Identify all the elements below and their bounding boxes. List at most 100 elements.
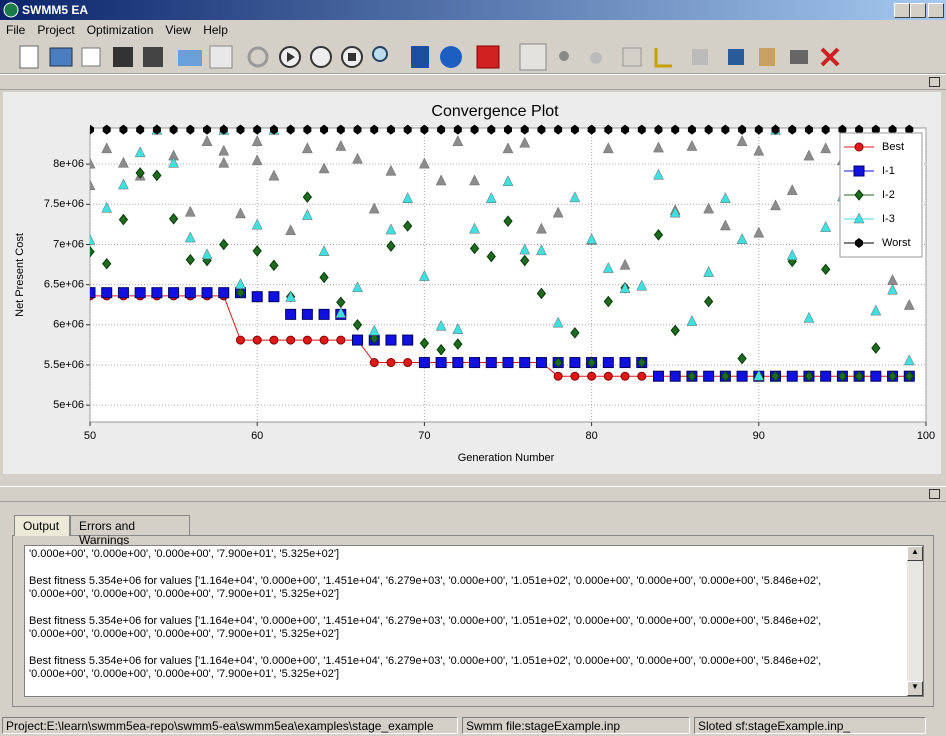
marker [269, 124, 278, 135]
x-axis-label: Generation Number [458, 452, 555, 464]
marker [753, 226, 765, 238]
marker [285, 224, 297, 236]
marker [418, 157, 430, 169]
marker [569, 191, 581, 203]
marker [435, 319, 447, 331]
new-icon[interactable] [19, 45, 39, 69]
tab[interactable]: Errors and Warnings [70, 515, 190, 547]
marker [855, 124, 864, 135]
copy-icon[interactable] [759, 48, 775, 66]
marker [770, 199, 781, 211]
marker [654, 124, 663, 135]
status-sloted-file: Sloted sf:stageExample.inp_ [694, 717, 926, 734]
marker [603, 371, 613, 381]
help-icon[interactable] [411, 46, 429, 68]
open-icon[interactable] [49, 47, 73, 67]
marker [520, 124, 529, 135]
output-text[interactable]: '0.000e+00', '0.000e+00', '0.000e+00', '… [24, 545, 924, 697]
output-line: Best fitness 5.354e+06 for values ['1.16… [29, 655, 822, 667]
marker [218, 287, 230, 299]
marker [251, 218, 263, 230]
print-icon[interactable] [178, 50, 202, 66]
marker [452, 323, 464, 334]
exit-icon[interactable] [476, 45, 500, 69]
marker [821, 263, 831, 276]
marker [320, 124, 329, 135]
legend-label: I-3 [882, 213, 895, 225]
marker [385, 223, 397, 235]
float-button[interactable] [929, 489, 940, 499]
fit-icon[interactable] [692, 49, 708, 65]
float-button[interactable] [929, 77, 940, 87]
run-glyph [287, 52, 295, 62]
marker [201, 248, 213, 260]
clear-icon[interactable] [820, 47, 840, 67]
marker [285, 290, 297, 302]
marker [620, 371, 630, 381]
marker [418, 270, 430, 281]
marker [737, 352, 747, 365]
marker [418, 357, 430, 369]
marker [402, 334, 414, 346]
legend-marker [854, 142, 864, 152]
save-plot-icon[interactable] [728, 49, 744, 65]
menu-item[interactable]: File [6, 23, 26, 37]
toolbar [0, 40, 946, 74]
minimize-button[interactable] [894, 3, 910, 18]
menu-item[interactable]: View [165, 23, 192, 37]
preview-icon[interactable] [209, 45, 233, 69]
maximize-button[interactable] [910, 3, 926, 18]
pan-icon[interactable] [559, 51, 569, 61]
pause-icon[interactable] [310, 46, 332, 68]
close-button[interactable] [928, 3, 944, 18]
marker [469, 242, 480, 255]
save-icon[interactable] [113, 47, 133, 67]
marker [117, 287, 129, 299]
marker [319, 271, 329, 284]
marker [553, 356, 563, 369]
marker [134, 146, 146, 158]
settings-icon[interactable] [247, 46, 269, 68]
marker [318, 245, 330, 256]
marker [570, 124, 579, 135]
marker [419, 337, 430, 350]
marker [753, 144, 765, 156]
marker [268, 291, 280, 303]
marker [152, 124, 161, 135]
marker [602, 142, 614, 154]
marker [402, 192, 414, 203]
scrollbar[interactable]: ▲ ▼ [907, 546, 923, 696]
legend-marker [853, 212, 865, 224]
marker [486, 250, 496, 263]
marker [552, 316, 564, 328]
marker [102, 124, 111, 135]
status-swmm-file: Swmm file:stageExample.inp [462, 717, 690, 734]
select-icon[interactable] [519, 43, 547, 71]
tab[interactable]: Output [14, 515, 70, 536]
marker [619, 282, 631, 293]
edit-icon[interactable] [81, 47, 101, 67]
marker [504, 124, 512, 135]
marker [236, 124, 245, 135]
legend-label: Best [882, 141, 904, 153]
grid-icon[interactable] [622, 47, 642, 67]
marker [870, 304, 882, 316]
y-tick-label: 5e+06 [53, 399, 84, 411]
zoom-icon[interactable] [372, 46, 388, 62]
zoom-tool-icon[interactable] [590, 52, 602, 64]
scroll-down[interactable]: ▼ [907, 681, 923, 696]
menu-item[interactable]: Help [203, 23, 228, 37]
marker [219, 124, 228, 135]
marker [168, 287, 180, 299]
legend-marker [854, 189, 864, 201]
chart: Convergence Plot Generation Number Net P… [14, 103, 935, 464]
save-as-icon[interactable] [143, 47, 163, 67]
info-icon[interactable] [440, 46, 462, 68]
scroll-up[interactable]: ▲ [907, 546, 923, 561]
marker [118, 213, 129, 226]
menu-item[interactable]: Project [37, 23, 75, 37]
axes-icon[interactable] [654, 48, 672, 68]
menu-item[interactable]: Optimization [86, 23, 154, 37]
marker [637, 124, 646, 135]
print-plot-icon[interactable] [790, 50, 808, 64]
